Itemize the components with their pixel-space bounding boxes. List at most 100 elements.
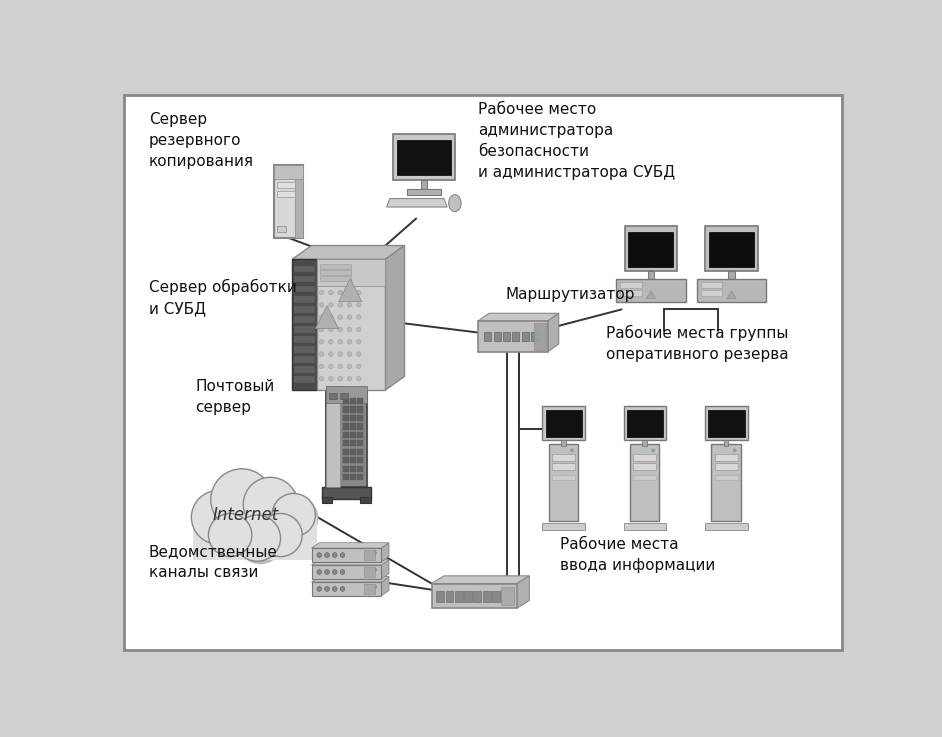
Bar xyxy=(343,449,349,455)
Bar xyxy=(295,285,315,293)
Circle shape xyxy=(340,570,345,574)
Bar xyxy=(350,449,356,455)
Bar xyxy=(317,259,385,287)
Circle shape xyxy=(356,315,361,319)
Bar xyxy=(534,323,546,350)
Bar xyxy=(709,231,754,267)
Bar xyxy=(479,321,548,352)
Circle shape xyxy=(356,377,361,381)
Polygon shape xyxy=(338,279,362,301)
Circle shape xyxy=(234,515,281,561)
Circle shape xyxy=(247,481,300,534)
Polygon shape xyxy=(548,313,559,352)
Bar xyxy=(446,591,453,602)
Polygon shape xyxy=(431,576,529,584)
Circle shape xyxy=(262,517,305,559)
Bar xyxy=(706,405,748,440)
Bar xyxy=(295,326,315,332)
Circle shape xyxy=(348,377,351,381)
Polygon shape xyxy=(727,291,737,298)
Circle shape xyxy=(329,302,333,307)
Circle shape xyxy=(348,290,351,295)
Bar xyxy=(350,474,356,481)
Circle shape xyxy=(325,587,330,591)
Circle shape xyxy=(317,570,321,574)
Circle shape xyxy=(317,553,321,557)
Text: Рабочие места
ввода информации: Рабочие места ввода информации xyxy=(560,537,715,573)
Bar xyxy=(350,423,356,430)
Bar xyxy=(714,475,738,480)
Circle shape xyxy=(356,364,361,368)
Text: Сервер обработки
и СУБД: Сервер обработки и СУБД xyxy=(149,279,297,315)
Circle shape xyxy=(325,553,330,557)
Circle shape xyxy=(348,302,351,307)
Bar xyxy=(343,466,349,472)
Bar xyxy=(320,270,351,275)
Circle shape xyxy=(329,364,333,368)
Bar xyxy=(436,591,444,602)
Bar xyxy=(421,180,427,189)
Bar xyxy=(273,164,303,238)
Circle shape xyxy=(329,340,333,344)
Bar xyxy=(503,332,510,341)
Circle shape xyxy=(338,327,343,332)
Bar xyxy=(711,444,740,521)
Bar xyxy=(706,523,748,531)
Circle shape xyxy=(348,327,351,332)
Bar xyxy=(277,191,295,197)
Circle shape xyxy=(333,587,337,591)
Circle shape xyxy=(329,290,333,295)
Circle shape xyxy=(338,315,343,319)
Bar xyxy=(326,386,366,486)
Bar xyxy=(706,226,758,271)
Polygon shape xyxy=(517,576,529,608)
Bar xyxy=(277,181,295,188)
Circle shape xyxy=(338,290,343,295)
Bar xyxy=(321,497,333,503)
Circle shape xyxy=(570,448,574,453)
Circle shape xyxy=(338,364,343,368)
Circle shape xyxy=(651,448,656,453)
Bar xyxy=(543,405,585,440)
Bar xyxy=(295,335,315,343)
Bar xyxy=(552,454,575,461)
Bar xyxy=(501,587,513,605)
Bar xyxy=(633,454,657,461)
FancyBboxPatch shape xyxy=(124,94,841,650)
Bar xyxy=(697,279,767,301)
Circle shape xyxy=(368,573,372,576)
Text: Почтовый
сервер: Почтовый сервер xyxy=(195,379,274,415)
Bar xyxy=(357,440,363,447)
Bar xyxy=(277,226,286,231)
Bar xyxy=(552,475,575,480)
Bar xyxy=(723,440,728,447)
Bar xyxy=(330,393,337,399)
Polygon shape xyxy=(312,559,389,565)
Bar xyxy=(701,290,723,296)
Circle shape xyxy=(340,587,345,591)
Bar xyxy=(620,290,642,296)
Bar xyxy=(357,398,363,404)
Bar xyxy=(624,405,666,440)
Bar xyxy=(343,423,349,430)
Bar xyxy=(320,276,351,281)
Bar xyxy=(343,406,349,413)
Circle shape xyxy=(356,352,361,357)
Bar xyxy=(474,591,481,602)
Bar xyxy=(312,582,382,596)
Bar xyxy=(295,265,315,273)
Bar xyxy=(292,259,317,391)
Bar xyxy=(455,591,463,602)
Bar xyxy=(543,523,585,531)
Circle shape xyxy=(243,478,298,531)
Bar xyxy=(343,440,349,447)
Bar xyxy=(326,386,340,486)
Circle shape xyxy=(536,338,540,341)
Bar xyxy=(350,406,356,413)
Circle shape xyxy=(356,302,361,307)
Bar xyxy=(343,474,349,481)
Bar xyxy=(714,454,738,461)
Bar xyxy=(343,432,349,438)
Bar xyxy=(620,282,642,288)
Bar xyxy=(295,306,315,312)
